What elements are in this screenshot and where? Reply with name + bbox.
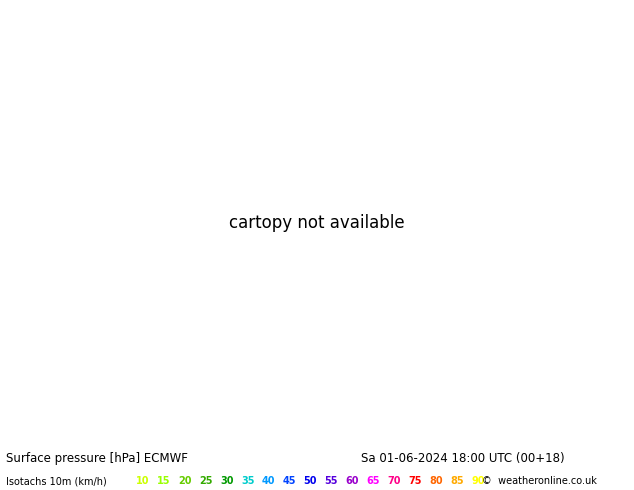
Text: Surface pressure [hPa] ECMWF: Surface pressure [hPa] ECMWF bbox=[6, 452, 188, 465]
Text: 40: 40 bbox=[262, 476, 275, 486]
Text: 10: 10 bbox=[136, 476, 150, 486]
Text: weatheronline.co.uk: weatheronline.co.uk bbox=[495, 476, 597, 486]
Text: 85: 85 bbox=[450, 476, 463, 486]
Text: 60: 60 bbox=[346, 476, 359, 486]
Text: 25: 25 bbox=[199, 476, 212, 486]
Text: 50: 50 bbox=[304, 476, 317, 486]
Text: 90: 90 bbox=[471, 476, 484, 486]
Text: 20: 20 bbox=[178, 476, 191, 486]
Text: cartopy not available: cartopy not available bbox=[229, 214, 405, 232]
Text: Isotachs 10m (km/h): Isotachs 10m (km/h) bbox=[6, 476, 110, 486]
Text: 35: 35 bbox=[241, 476, 254, 486]
Text: ©: © bbox=[482, 476, 491, 486]
Text: 15: 15 bbox=[157, 476, 171, 486]
Text: 80: 80 bbox=[429, 476, 443, 486]
Text: 55: 55 bbox=[325, 476, 338, 486]
Text: 75: 75 bbox=[408, 476, 422, 486]
Text: 30: 30 bbox=[220, 476, 233, 486]
Text: 65: 65 bbox=[366, 476, 380, 486]
Text: Sa 01-06-2024 18:00 UTC (00+18): Sa 01-06-2024 18:00 UTC (00+18) bbox=[361, 452, 565, 465]
Text: 70: 70 bbox=[387, 476, 401, 486]
Text: 45: 45 bbox=[283, 476, 296, 486]
